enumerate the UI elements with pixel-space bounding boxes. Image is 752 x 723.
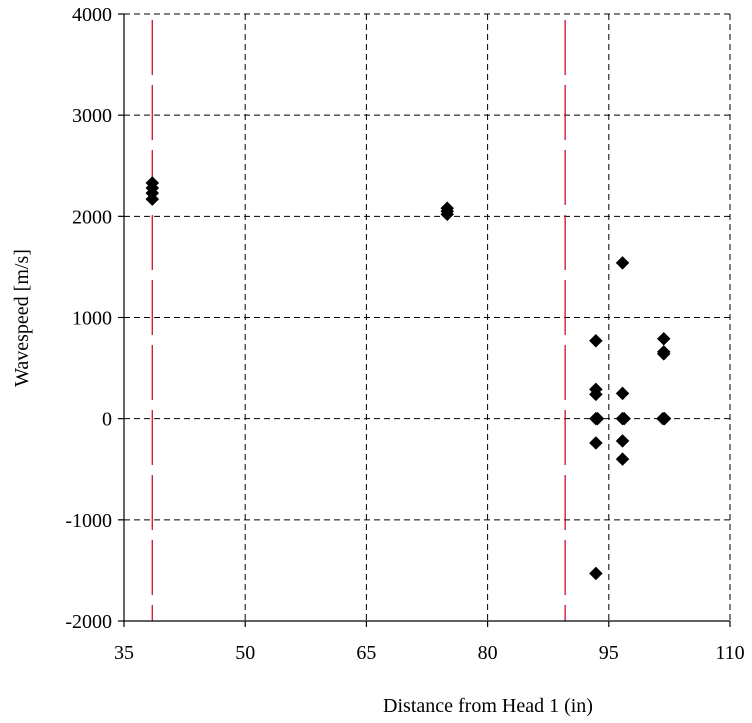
x-axis-title: Distance from Head 1 (in): [383, 695, 593, 717]
x-tick-label: 35: [114, 642, 134, 664]
x-tick-label: 65: [356, 642, 376, 664]
data-point: [589, 566, 603, 581]
data-point: [440, 207, 455, 222]
reference-lines: [151, 20, 566, 621]
y-tick-label: 3000: [72, 105, 112, 127]
data-point: [589, 436, 603, 450]
y-tick-label: -1000: [65, 510, 112, 532]
data-point: [656, 347, 671, 361]
x-tick-label: 95: [599, 642, 619, 664]
grid-lines: [124, 13, 731, 621]
data-point: [615, 256, 630, 270]
y-tick-label: 1000: [72, 308, 112, 330]
x-tick-label: 110: [715, 642, 744, 664]
y-tick-label: -2000: [65, 611, 112, 633]
y-axis-title: Wavespeed [m/s]: [11, 249, 33, 387]
data-point: [615, 386, 630, 401]
y-tick-label: 4000: [72, 4, 112, 26]
data-point: [617, 411, 632, 426]
data-points: [145, 176, 672, 581]
data-point: [590, 411, 605, 426]
y-tick-label: 0: [102, 409, 112, 431]
data-point: [589, 333, 603, 348]
data-point: [657, 411, 672, 426]
data-point: [145, 192, 160, 206]
x-tick-label: 80: [478, 642, 498, 664]
axes: [118, 13, 731, 627]
data-point: [615, 452, 630, 466]
tick-labels: -2000 -1000 0 1000 2000 3000 4000 35 50 65 80 95 110: [65, 4, 744, 664]
y-tick-label: 2000: [72, 206, 112, 228]
x-tick-label: 50: [235, 642, 255, 664]
data-point: [589, 387, 603, 402]
data-point: [615, 434, 630, 448]
